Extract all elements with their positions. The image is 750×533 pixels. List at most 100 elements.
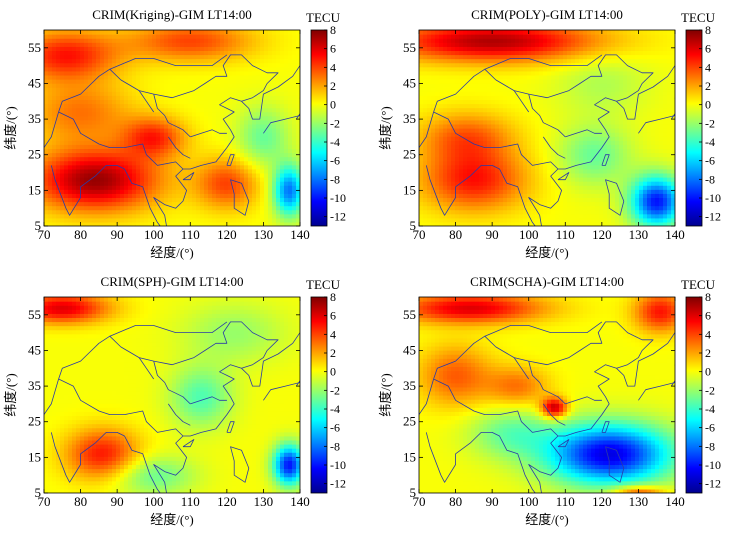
heatmap-cell [48, 185, 53, 190]
heatmap-cell [503, 128, 508, 133]
heatmap-cell [80, 38, 85, 43]
heatmap-cell [507, 136, 512, 141]
heatmap-cell [84, 185, 89, 190]
heatmap-cell [192, 107, 197, 113]
heatmap-cell [216, 99, 221, 105]
heatmap-cell [563, 38, 568, 43]
heatmap-cell [180, 213, 185, 219]
heatmap-cell [519, 91, 524, 96]
heatmap-cell [491, 213, 496, 219]
heatmap-cell [451, 42, 456, 47]
heatmap-cell [160, 172, 165, 178]
heatmap-cell [168, 66, 173, 72]
heatmap-cell [443, 50, 448, 56]
heatmap-cell [68, 95, 73, 101]
heatmap-cell [168, 128, 173, 133]
heatmap-cell [220, 132, 225, 137]
heatmap-cell [272, 172, 277, 178]
heatmap-cell [483, 111, 488, 117]
heatmap-cell [483, 181, 488, 186]
heatmap-cell [427, 172, 432, 178]
heatmap-cell [260, 132, 265, 137]
heatmap-cell [463, 148, 468, 154]
heatmap-cell [280, 172, 285, 178]
heatmap-cell [140, 164, 145, 170]
heatmap-cell [256, 144, 261, 150]
heatmap-cell [152, 107, 157, 113]
heatmap-cell [523, 197, 528, 203]
heatmap-cell [228, 42, 233, 47]
heatmap-cell [563, 201, 568, 207]
heatmap-cell [44, 217, 49, 223]
heatmap-cell [88, 95, 93, 101]
colorbar-tick-label: -10 [330, 191, 346, 205]
heatmap-cell [44, 66, 49, 72]
heatmap-cell [128, 140, 133, 145]
heatmap-cell [160, 119, 165, 125]
heatmap-cell [160, 205, 165, 211]
heatmap-cell [419, 160, 424, 166]
heatmap-cell [60, 123, 65, 129]
heatmap-cell [567, 160, 572, 166]
heatmap-cell [499, 181, 504, 186]
map-line [190, 129, 227, 138]
heatmap-cell [451, 87, 456, 92]
heatmap-cell [535, 221, 540, 226]
heatmap-cell [232, 91, 237, 96]
heatmap-cell [563, 95, 568, 101]
heatmap-cell [503, 34, 508, 39]
heatmap-cell [164, 95, 169, 101]
heatmap-cell [160, 164, 165, 170]
heatmap-cell [447, 177, 452, 182]
heatmap-cell [487, 164, 492, 170]
heatmap-cell [523, 58, 528, 64]
heatmap-cell [547, 107, 552, 113]
heatmap-cell [495, 111, 500, 117]
heatmap-cell [551, 38, 556, 43]
heatmap-cell [160, 197, 165, 203]
heatmap-cell [48, 213, 53, 219]
heatmap-cell [491, 107, 496, 113]
heatmap-cell [252, 177, 257, 182]
heatmap-cell [551, 164, 556, 170]
heatmap-cell [555, 115, 560, 121]
heatmap-cell [92, 95, 97, 101]
heatmap-cell [555, 185, 560, 190]
heatmap-cell [531, 152, 536, 158]
heatmap-cell [499, 58, 504, 64]
heatmap-cell [96, 197, 101, 203]
heatmap-cell [288, 83, 293, 88]
heatmap-cell [228, 119, 233, 125]
heatmap-cell [160, 115, 165, 121]
heatmap-cell [168, 70, 173, 76]
heatmap-cell [212, 144, 217, 150]
heatmap-cell [475, 119, 480, 125]
heatmap-cell [260, 50, 265, 56]
heatmap-cell [140, 136, 145, 141]
heatmap-cell [156, 115, 161, 121]
heatmap-cell [451, 132, 456, 137]
heatmap-cell [48, 115, 53, 121]
heatmap-cell [144, 140, 149, 145]
heatmap-cell [152, 79, 157, 84]
heatmap-cell [459, 177, 464, 182]
heatmap-cell [487, 213, 492, 219]
heatmap-cell [535, 160, 540, 166]
heatmap-cell [507, 152, 512, 158]
heatmap-cell [427, 30, 432, 35]
heatmap-cell [92, 209, 97, 215]
heatmap-cell [491, 115, 496, 121]
heatmap-cell [44, 119, 49, 125]
heatmap-cell [216, 54, 221, 60]
heatmap-cell [204, 62, 209, 68]
heatmap-cell [128, 148, 133, 154]
heatmap-cell [248, 123, 253, 129]
heatmap-cell [427, 136, 432, 141]
heatmap-cell [427, 99, 432, 105]
heatmap-cell [216, 185, 221, 190]
heatmap-cell [96, 87, 101, 92]
heatmap-cell [443, 99, 448, 105]
heatmap-cell [272, 38, 277, 43]
heatmap-cell [451, 123, 456, 129]
heatmap-cell [136, 34, 141, 39]
